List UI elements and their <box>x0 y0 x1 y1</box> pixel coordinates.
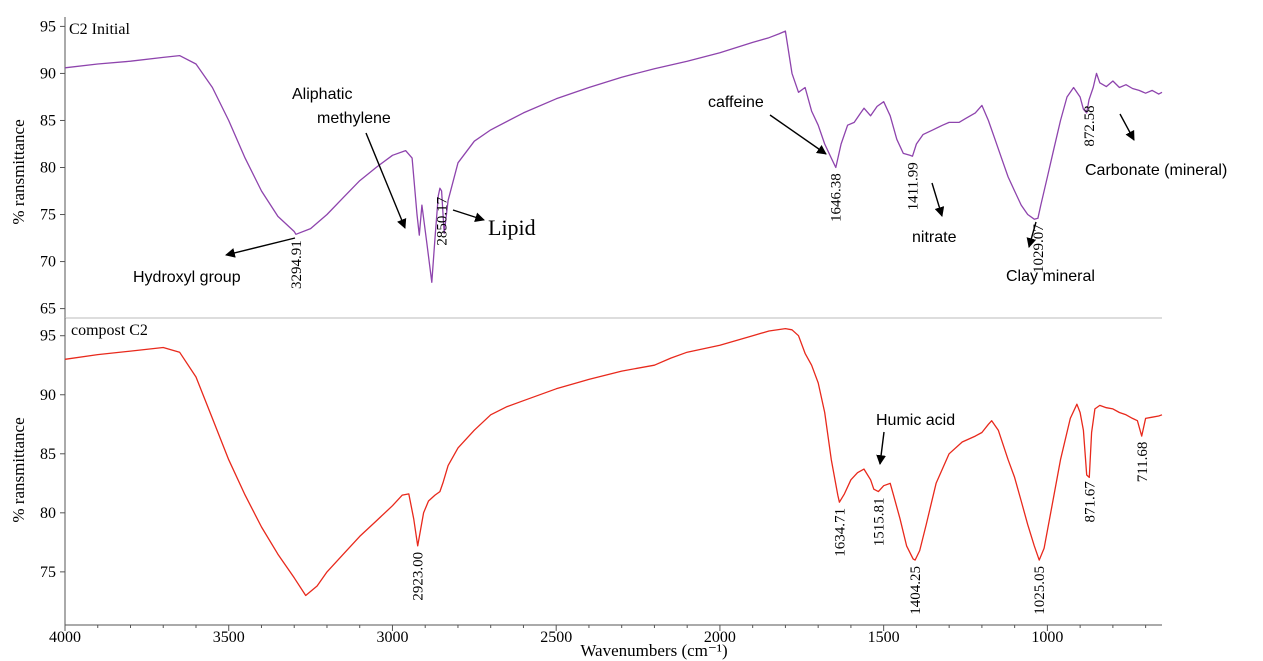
top-y-tick-label: 80 <box>40 160 56 177</box>
bottom-peak-label: 2923.00 <box>411 552 427 601</box>
bottom-y-tick-label: 95 <box>40 328 56 345</box>
x-axis-title: Wavenumbers (cm⁻¹) <box>580 641 727 660</box>
bottom-panel: 75 80 85 90 95 2923.00 1634.71 1515.81 1404.25 10… <box>40 327 1163 646</box>
annotation-clay-mineral: Clay mineral <box>1006 268 1095 285</box>
arrow-carbonate <box>1119 113 1135 141</box>
arrow-hydroxyl <box>225 237 296 258</box>
top-peak-label: 3294.91 <box>289 240 305 289</box>
annotation-hydroxyl-group: Hydroxyl group <box>133 269 241 286</box>
arrow-nitrate <box>931 182 945 217</box>
top-y-axis-title: % ransmittance <box>9 119 28 224</box>
top-y-tick-label: 85 <box>40 112 56 129</box>
arrow-clay <box>1026 221 1037 248</box>
x-tick-label: 2500 <box>540 629 572 646</box>
bottom-peak-label: 1025.05 <box>1032 566 1048 615</box>
bottom-peak-label: 711.68 <box>1135 442 1151 483</box>
arrow-methylene <box>365 132 407 229</box>
top-y-tick-label: 75 <box>40 207 56 224</box>
annotation-arrows <box>225 113 1135 465</box>
annotation-aliphatic: Aliphatic <box>292 86 352 103</box>
top-panel-title: C2 Initial <box>69 21 130 38</box>
top-y-tick-label: 65 <box>40 301 56 318</box>
bottom-y-tick-label: 75 <box>40 564 56 581</box>
x-tick-label: 1500 <box>868 629 900 646</box>
annotation-caffeine: caffeine <box>708 94 764 111</box>
bottom-y-tick-label: 85 <box>40 446 56 463</box>
x-tick-label: 2000 <box>704 629 736 646</box>
top-peak-label: 1411.99 <box>906 162 922 210</box>
x-tick-label: 4000 <box>49 629 81 646</box>
bottom-y-axis-title: % ransmittance <box>9 417 28 522</box>
top-peak-label: 1029.07 <box>1031 224 1047 273</box>
arrow-lipid <box>452 209 485 222</box>
annotation-lipid: Lipid <box>488 215 536 240</box>
arrow-humic-acid <box>876 431 886 465</box>
bottom-peak-label: 871.67 <box>1082 481 1098 523</box>
bottom-peak-label: 1634.71 <box>833 508 849 557</box>
top-peak-label: 1646.38 <box>829 173 845 222</box>
bottom-panel-title: compost C2 <box>71 322 148 339</box>
annotation-carbonate: Carbonate (mineral) <box>1085 162 1227 179</box>
annotation-nitrate: nitrate <box>912 229 957 246</box>
bottom-peak-label: 1404.25 <box>908 566 924 615</box>
bottom-y-tick-label: 90 <box>40 387 56 404</box>
top-spectrum-line <box>64 30 1163 283</box>
bottom-y-tick-label: 80 <box>40 505 56 522</box>
x-tick-label: 3000 <box>376 629 408 646</box>
annotation-humic-acid: Humic acid <box>876 412 955 429</box>
bottom-peak-label: 1515.81 <box>872 498 888 547</box>
annotation-methylene: methylene <box>317 110 391 127</box>
top-y-tick-label: 70 <box>40 254 56 271</box>
x-tick-label: 3500 <box>213 629 245 646</box>
top-panel: 65 70 75 80 85 90 95 3294.91 2850.17 1646.38 1411.… <box>40 18 1163 318</box>
top-peak-label: 872.58 <box>1082 105 1098 146</box>
x-tick-label: 1000 <box>1031 629 1063 646</box>
bottom-spectrum-line <box>64 327 1163 597</box>
top-y-tick-label: 90 <box>40 65 56 82</box>
top-peak-label: 2850.17 <box>435 196 451 245</box>
arrow-caffeine <box>769 114 827 155</box>
top-y-tick-label: 95 <box>40 18 56 35</box>
